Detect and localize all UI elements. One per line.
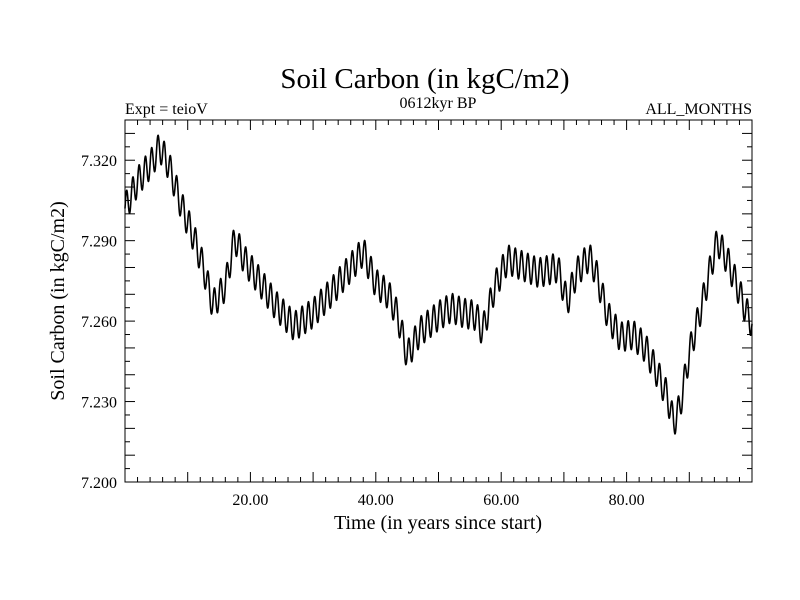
chart-left-label: Expt = teioV [125, 101, 208, 118]
x-tick-label: 40.00 [358, 492, 394, 509]
series-line [124, 134, 753, 435]
x-axis-label: Time (in years since start) [334, 512, 542, 534]
chart-subtitle: 0612kyr BP [400, 95, 477, 112]
y-tick-label: 7.290 [81, 234, 117, 251]
y-tick-label: 7.320 [81, 153, 117, 170]
y-tick-label: 7.230 [81, 395, 117, 412]
chart-right-label: ALL_MONTHS [645, 101, 752, 118]
plot-area: 20.00 40.00 60.00 80.00 7.200 7.230 7.260 7.290… [81, 119, 753, 509]
x-tick-label: 60.00 [483, 492, 519, 509]
x-tick-label: 80.00 [609, 492, 645, 509]
y-axis-label: Soil Carbon (in kgC/m2) [47, 201, 69, 400]
y-tick-label: 7.200 [81, 475, 117, 492]
x-tick-label: 20.00 [232, 492, 268, 509]
y-tick-label: 7.260 [81, 314, 117, 331]
axis-tick-labels: 20.00 40.00 60.00 80.00 7.200 7.230 7.260 7.290… [81, 153, 645, 509]
chart-title: Soil Carbon (in kgC/m2) [280, 63, 569, 95]
